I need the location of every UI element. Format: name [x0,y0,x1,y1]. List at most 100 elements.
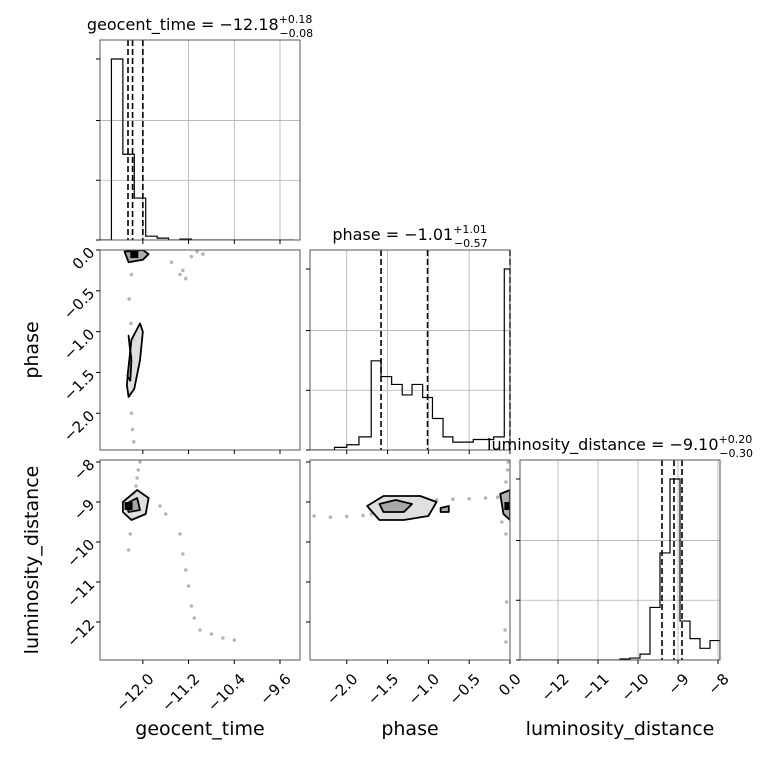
sample-point [189,254,194,259]
sample-point [127,297,131,301]
sample-point [361,513,365,518]
sample-point [495,495,500,500]
hist-title-geocent_time: geocent_time = −12.18+0.18 −0.08 [87,13,313,40]
x-axis-label-phase: phase [381,718,438,740]
panel-frame [99,249,301,451]
sample-point [135,476,139,480]
sample-point [189,604,194,608]
y-axis-label-phase: phase [21,321,43,378]
sample-point [504,600,509,604]
sample-point [129,321,133,326]
sample-point [369,512,374,516]
sample-point [504,480,508,484]
sample-point [130,427,135,432]
x-tick-label: −1.5 [364,670,402,708]
panel-frame [99,459,301,661]
density-peak [124,502,133,510]
title-minus: −0.57 [454,237,488,250]
x-tick-label: −12.0 [112,670,157,715]
hist-steps-luminosity_distance [520,478,720,660]
sample-point [503,628,507,632]
sample-point [328,515,333,519]
y-tick-label: −2.0 [60,407,98,445]
panel-frame [519,459,721,661]
panel-frame [99,39,301,241]
x-tick-label: −12 [538,670,573,705]
sample-point [467,497,471,501]
sample-point [192,616,197,620]
x-tick-label: −10 [618,670,653,705]
hist-steps-geocent_time [100,58,295,240]
title-text: phase = −1.01 [332,225,453,244]
y-tick-label: −0.5 [60,284,98,322]
sample-point [126,548,131,552]
pair-panel-phase-luminosity_distance [309,459,511,661]
density-peak [504,502,510,510]
sample-point [181,268,185,273]
sample-point [483,496,488,500]
sample-point [504,532,508,536]
density-contour [378,499,413,513]
title-minus: −0.30 [719,447,753,460]
sample-point [505,468,510,472]
x-tick-label: 0.0 [495,670,525,700]
hist-steps-phase [310,268,510,450]
x-tick-label: −0.5 [445,670,483,708]
x-axis-label-luminosity_distance: luminosity_distance [526,718,715,740]
title-minus: −0.08 [279,27,313,40]
sample-point [232,638,237,642]
y-tick-label: −9 [70,496,98,524]
title-text: geocent_time = −12.18 [87,15,279,35]
sample-point [128,532,133,536]
sample-point [198,628,202,632]
y-tick-label: −1.5 [60,366,98,404]
sample-point [186,584,191,588]
y-tick-label: −11 [63,576,98,611]
sample-point [163,512,168,516]
sample-point [195,250,199,254]
density-contour [439,505,450,513]
x-tick-label: −10.4 [204,670,249,715]
title-text: luminosity_distance = −9.10 [487,435,718,455]
x-tick-label: −11.2 [158,670,203,715]
sample-point [504,640,508,644]
sample-point [131,440,136,444]
sample-point [178,272,182,277]
sample-point [506,460,510,464]
hist-panel-phase: phase = −1.01+1.01 −0.57 [306,223,511,451]
y-tick-label: −10 [63,536,98,571]
sample-point [183,568,188,572]
x-tick-label: −8 [704,670,732,698]
y-tick-label: −8 [70,456,98,484]
hist-panel-luminosity_distance: luminosity_distance = −9.10+0.20 −0.30 [487,433,753,661]
x-tick-label: −11 [578,670,613,705]
sample-point [138,460,142,464]
x-tick-label: −2.0 [323,670,361,708]
panel-frame [309,249,511,451]
x-axis-label-geocent_time: geocent_time [135,718,264,740]
hist-panel-geocent_time: geocent_time = −12.18+0.18 −0.08 [87,13,313,241]
sample-point [201,252,205,256]
x-tick-label: −9.6 [256,670,294,708]
hist-title-phase: phase = −1.01+1.01 −0.57 [332,223,487,250]
sample-point [344,514,349,519]
hist-title-luminosity_distance: luminosity_distance = −9.10+0.20 −0.30 [487,433,753,460]
panel-frame [309,459,511,661]
title-plus: +0.20 [719,433,753,446]
title-plus: +0.18 [279,13,313,26]
sample-point [312,514,316,518]
sample-point [129,272,134,277]
sample-point [134,484,138,488]
pair-panel-geocent_time-phase [99,249,301,451]
sample-point [169,260,174,265]
sample-point [178,532,182,536]
density-peak [130,250,139,259]
sample-point [183,276,188,281]
sample-point [158,504,162,508]
sample-point [221,636,225,640]
sample-point [129,411,134,416]
density-contour [126,334,133,382]
y-axis-label-luminosity_distance: luminosity_distance [21,466,43,655]
sample-point [209,632,214,636]
